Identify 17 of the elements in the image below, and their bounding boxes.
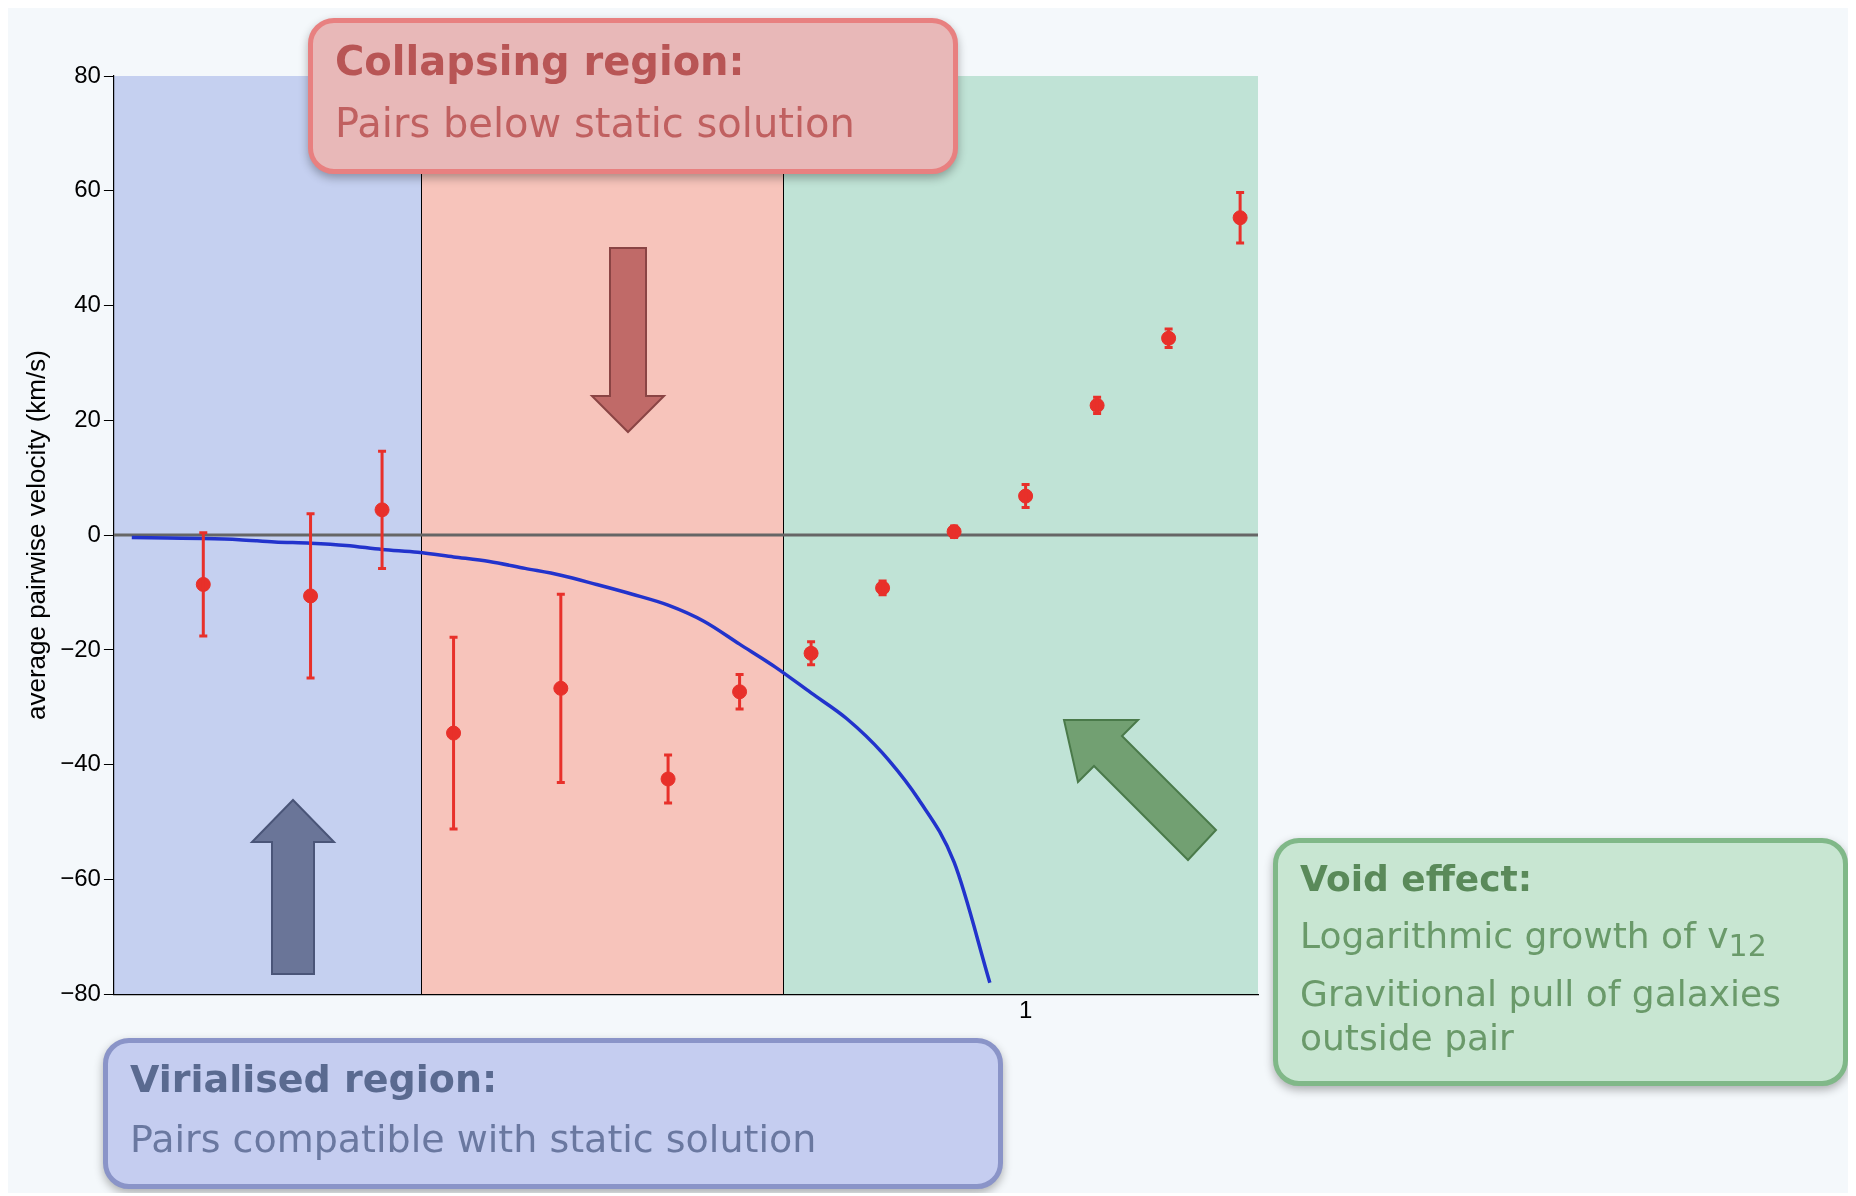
y-axis-title: average pairwise velocity (km/s) [20, 350, 51, 721]
y-tick-label: 60 [74, 175, 101, 203]
y-tick-label: 40 [74, 290, 101, 318]
y-tick-label: 20 [74, 404, 101, 432]
y-tick-label: −80 [60, 978, 101, 1006]
note-box: Virialised region: Pairs compatible with static solution [103, 1038, 1003, 1190]
annotation: Pairs below static solution [335, 99, 856, 147]
annotation: Collapsing region: [335, 37, 746, 85]
note-box: Collapsing region: Pairs below static solution [308, 18, 958, 174]
y-tick-label: 80 [74, 60, 101, 88]
x-tick-label: 1 [1018, 996, 1033, 1024]
y-tick-label: −60 [60, 864, 101, 892]
line-series [130, 535, 992, 985]
y-tick-label: −40 [60, 749, 101, 777]
y-tick-label: 0 [87, 519, 101, 547]
y-tick-label: −20 [60, 634, 101, 662]
note-box: Void effect: Logarithmic growth of v$_{12}$ Gravitional pull of galaxies outside pair [1273, 838, 1848, 1086]
